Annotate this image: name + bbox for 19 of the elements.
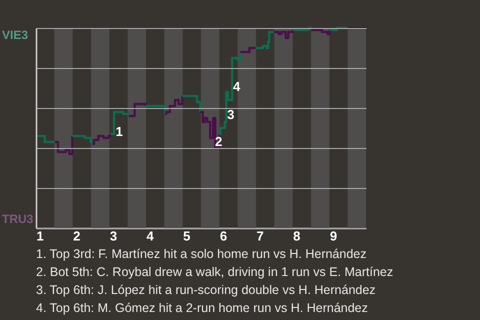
- x-tick-label: 7: [256, 228, 264, 244]
- x-tick-label: 1: [36, 228, 44, 244]
- x-tick-label: 2: [73, 228, 80, 244]
- annotation: 1: [116, 124, 123, 139]
- x-tick-label: 6: [220, 228, 228, 244]
- text: 1. Top 3rd: F. Martínez hit a solo home run vs H. Hernández: [36, 246, 368, 263]
- x-tick-label: 9: [330, 228, 338, 244]
- x-tick-label: 8: [293, 228, 300, 244]
- text: 2. Bot 5th: C. Roybal drew a walk, driving in 1 run vs E. Martínez: [36, 264, 394, 281]
- text: 3. Top 6th: J. López hit a run-scoring double vs H. Hernández: [36, 282, 377, 299]
- x-tick-label: 3: [110, 228, 118, 244]
- annotation: 3: [227, 107, 234, 122]
- annotation: 2: [214, 134, 222, 149]
- text: 4. Top 6th: M. Gómez hit a 2-run home run vs H. Hernández: [36, 300, 369, 317]
- text: TRU3: [2, 212, 34, 226]
- annotation: 4: [232, 79, 241, 94]
- x-tick-label: 4: [146, 228, 154, 244]
- x-tick-label: 5: [183, 228, 190, 244]
- text: VIE3: [2, 28, 28, 42]
